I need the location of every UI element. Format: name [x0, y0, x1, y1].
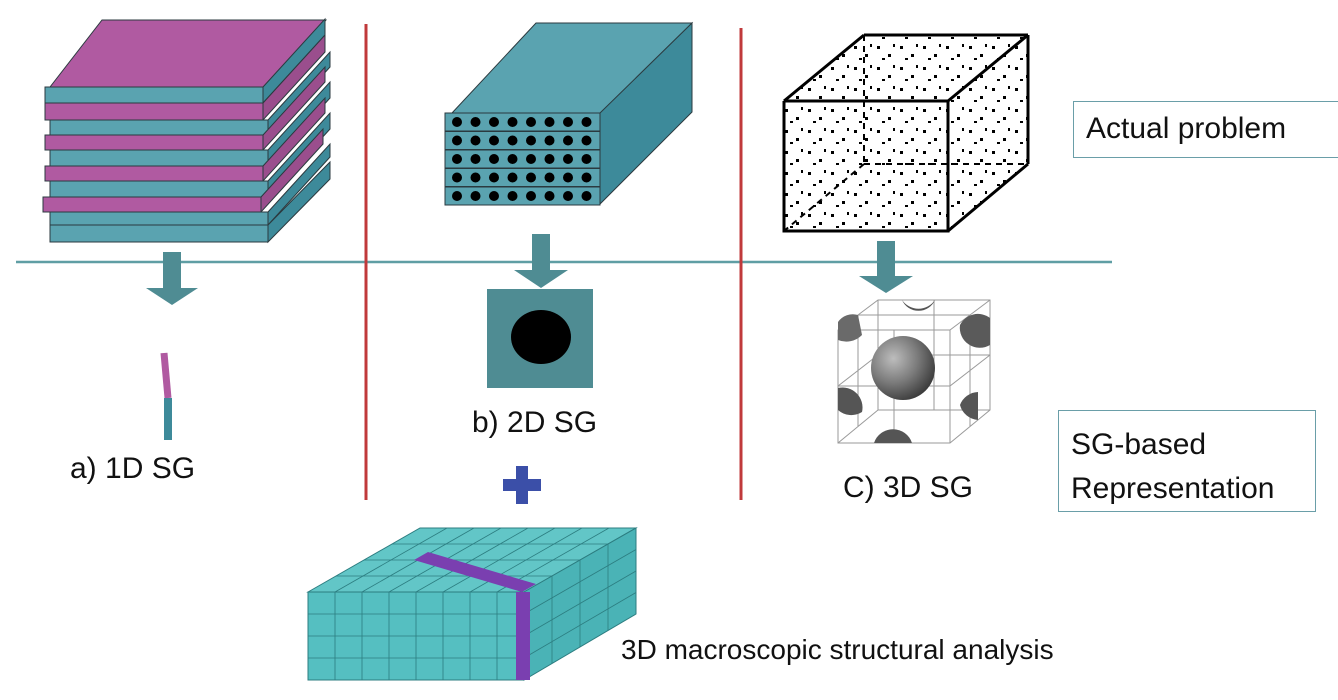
- arrow-down-2d: [514, 234, 568, 288]
- fiber-block-2d: [444, 21, 694, 206]
- box-actual-problem: Actual problem: [1073, 101, 1338, 158]
- box-sg-representation: SG-based Representation: [1058, 410, 1316, 512]
- laminate-stack-1d: [42, 17, 331, 244]
- plus-icon: [503, 466, 541, 504]
- macro-mesh-block: [306, 527, 638, 681]
- label-3d-sg: C) 3D SG: [843, 471, 974, 504]
- sg-1d-segment: [160, 352, 172, 440]
- label-macro-analysis: 3D macroscopic structural analysis: [621, 634, 1054, 665]
- box-sg-line2: Representation: [1071, 472, 1275, 505]
- label-2d-sg: b) 2D SG: [472, 406, 598, 439]
- particle-cube-3d: [782, 33, 1030, 233]
- box-actual-problem-text: Actual problem: [1086, 112, 1287, 145]
- box-sg-line1: SG-based: [1071, 428, 1207, 461]
- sg-3d-cube: [837, 299, 991, 444]
- label-1d-sg: a) 1D SG: [70, 452, 196, 485]
- arrow-down-1d: [146, 252, 198, 305]
- sg-2d-square: [487, 289, 593, 388]
- arrow-down-3d: [859, 241, 913, 293]
